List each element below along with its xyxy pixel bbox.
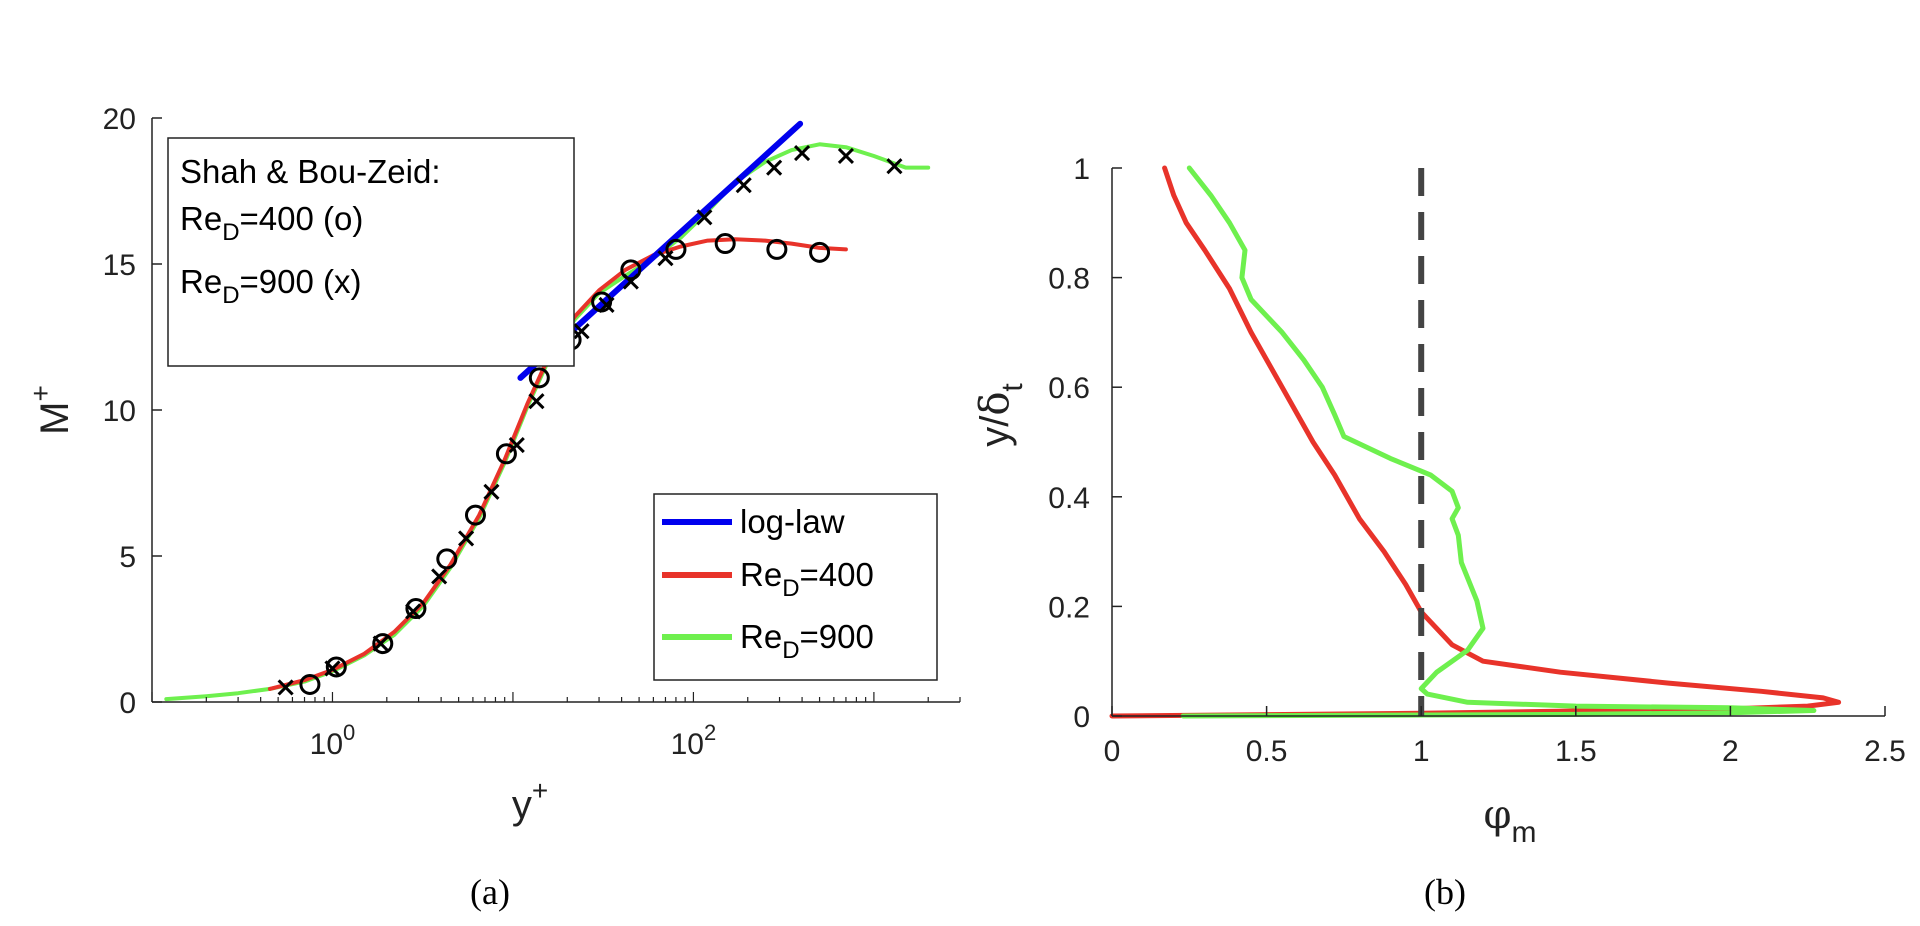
a-xtick-100: 102 <box>671 720 717 761</box>
a-marker-circle <box>325 656 347 678</box>
a-marker-cross-stroke <box>766 159 783 176</box>
a-marker-circle <box>464 504 486 526</box>
annotation-line-3: ReD=900 (x) <box>180 263 362 309</box>
a-ytick-3: 15 <box>103 249 136 282</box>
a-marker-cross <box>837 147 854 165</box>
a-marker-cross <box>622 273 639 290</box>
a-marker-cross-stroke <box>483 483 500 500</box>
b-xtick-4: 2 <box>1722 735 1739 768</box>
a-marker-cross-stroke <box>573 323 590 340</box>
b-ytick-0: 0 <box>1073 701 1090 734</box>
a-marker-circle <box>436 548 458 570</box>
a-xlabel: y+ <box>512 775 548 827</box>
a-marker-cross-stroke <box>372 635 389 652</box>
panel-b-xtick-labels: 0 0.5 1 1.5 2 2.5 <box>1104 735 1906 768</box>
a-ytick-0: 0 <box>119 687 136 720</box>
legend-a: log-law ReD=400 ReD=900 <box>653 493 938 681</box>
a-marker-cross <box>324 660 341 677</box>
a-marker-cross <box>431 568 448 585</box>
a-marker-circle <box>299 673 321 695</box>
a-marker-cross-stroke <box>277 679 294 696</box>
b-xtick-1: 0.5 <box>1246 735 1288 768</box>
a-xtick-1: 100 <box>310 720 356 761</box>
panel-b: 0 0.2 0.4 0.6 0.8 1 0 0.5 1 1.5 2 2.5 φm… <box>972 153 1906 912</box>
b-xtick-3: 1.5 <box>1555 735 1597 768</box>
a-marker-cross <box>766 159 783 176</box>
panel-a-axes <box>151 117 961 703</box>
a-marker-cross-stroke <box>324 660 341 677</box>
a-ylabel: M+ <box>25 385 77 435</box>
panel-b-axes <box>1111 167 1886 717</box>
b-xtick-0: 0 <box>1104 735 1121 768</box>
a-marker-cross-stroke <box>794 144 811 162</box>
panel-a: 0 5 10 15 20 100 102 y+ M+ Shah & Bou-Ze… <box>25 103 961 912</box>
a-marker-cross <box>886 158 903 175</box>
a-marker-cross-stroke <box>735 177 752 194</box>
b-ytick-5: 1 <box>1073 153 1090 186</box>
annotation-box <box>167 137 575 367</box>
a-marker-cross-stroke <box>657 250 674 267</box>
a-marker-circle <box>809 241 831 263</box>
a-marker-cross <box>794 144 811 162</box>
b-ytick-4: 0.8 <box>1048 263 1090 296</box>
b-ytick-2: 0.4 <box>1048 482 1090 515</box>
a-marker-cross <box>458 530 475 547</box>
a-ytick-2: 10 <box>103 395 136 428</box>
a-marker-cross <box>508 436 525 454</box>
a-marker-cross-stroke <box>508 436 525 454</box>
a-ytick-4: 20 <box>103 103 136 136</box>
a-marker-cross <box>372 635 389 652</box>
a-marker-circle <box>766 238 788 260</box>
legend-label-re900: ReD=900 <box>740 618 874 664</box>
a-marker-cross <box>657 250 674 267</box>
legend-label-re400: ReD=400 <box>740 556 874 602</box>
a-marker-cross-stroke <box>528 393 545 410</box>
a-marker-circle <box>372 633 394 655</box>
a-marker-cross <box>483 483 500 500</box>
b-series-line-0 <box>1109 165 1842 719</box>
caption-a: (a) <box>470 872 510 912</box>
a-ytick-1: 5 <box>119 541 136 574</box>
panel-b-series <box>1109 165 1842 719</box>
a-marker-cross-stroke <box>622 273 639 290</box>
a-marker-cross-stroke <box>696 209 713 226</box>
panel-b-ytick-labels: 0 0.2 0.4 0.6 0.8 1 <box>1048 153 1090 734</box>
a-marker-circle <box>620 259 642 281</box>
caption-b: (b) <box>1424 872 1466 912</box>
a-marker-circle <box>495 443 517 465</box>
a-marker-cross <box>528 393 545 410</box>
b-ytick-1: 0.2 <box>1048 591 1090 624</box>
a-marker-cross-stroke <box>458 530 475 547</box>
a-marker-cross <box>405 603 422 620</box>
a-marker-circle <box>528 367 550 389</box>
b-ylabel: y/δt <box>972 383 1029 447</box>
annotation-line-2: ReD=400 (o) <box>180 200 363 246</box>
a-marker-cross <box>598 296 615 313</box>
a-marker-circle <box>665 238 687 260</box>
b-xtick-2: 1 <box>1413 735 1430 768</box>
b-xtick-5: 2.5 <box>1864 735 1906 768</box>
a-marker-circle <box>405 598 427 620</box>
a-marker-cross <box>573 323 590 340</box>
b-series-line-1 <box>1180 165 1817 719</box>
a-marker-cross-stroke <box>431 568 448 585</box>
a-marker-cross-stroke <box>405 603 422 620</box>
a-marker-cross <box>696 209 713 226</box>
a-marker-cross-stroke <box>837 147 854 165</box>
a-marker-cross <box>735 177 752 194</box>
a-marker-cross-stroke <box>598 296 615 313</box>
annotation-line-1: Shah & Bou-Zeid: <box>180 153 441 190</box>
b-ytick-3: 0.6 <box>1048 372 1090 405</box>
a-marker-cross-stroke <box>886 158 903 175</box>
a-marker-cross <box>277 679 294 696</box>
panel-a-ytick-labels: 0 5 10 15 20 <box>103 103 136 720</box>
b-xlabel: φm <box>1483 792 1536 849</box>
legend-label-loglaw: log-law <box>740 503 845 540</box>
a-marker-circle <box>714 233 736 255</box>
